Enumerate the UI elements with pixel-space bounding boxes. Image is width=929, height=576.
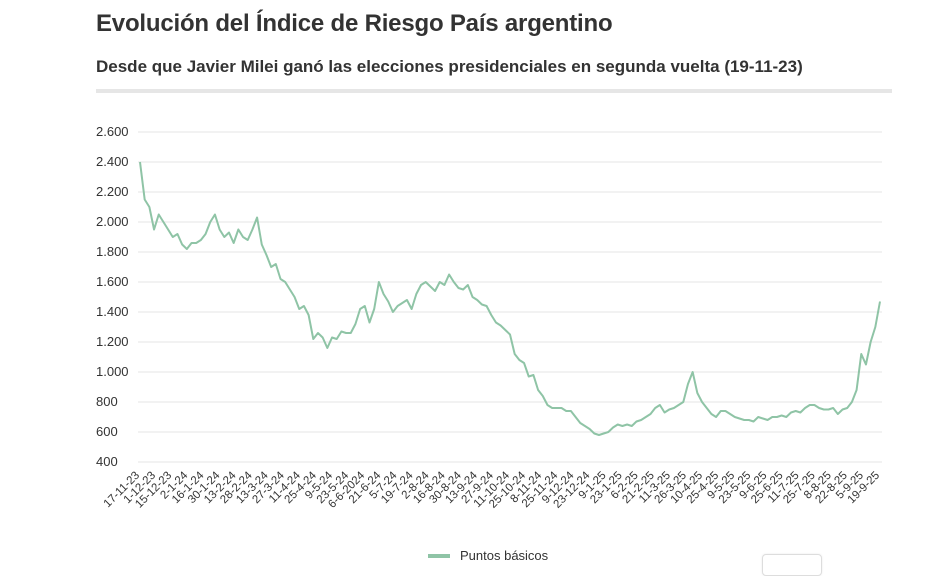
chart-title: Evolución del Índice de Riesgo País arge… (96, 10, 613, 37)
y-tick-label: 1.800 (96, 244, 129, 259)
y-tick-label: 2.200 (96, 184, 129, 199)
y-tick-label: 1.600 (96, 274, 129, 289)
y-tick-label: 2.600 (96, 124, 129, 139)
y-tick-label: 2.400 (96, 154, 129, 169)
legend-swatch (428, 553, 450, 558)
y-axis: 400 600 800 1.000 1.200 1.400 1.600 1.800 2.000 2… (96, 124, 129, 469)
series-layer (139, 161, 881, 436)
y-tick-label: 1.400 (96, 304, 129, 319)
y-tick-label: 1.000 (96, 364, 129, 379)
legend-label: Puntos básicos (460, 548, 549, 563)
legend[interactable]: Puntos básicos (428, 548, 548, 563)
x-axis: 17-11-231-12-2315-12-232-1-2416-1-2430-1… (102, 469, 882, 510)
grid-lines (138, 131, 882, 463)
series-line (139, 161, 881, 436)
menu-button[interactable] (762, 554, 822, 576)
y-tick-label: 2.000 (96, 214, 129, 229)
y-tick-label: 600 (96, 424, 118, 439)
title-divider (96, 89, 892, 93)
chart-subtitle: Desde que Javier Milei ganó las eleccion… (96, 57, 803, 76)
y-tick-label: 800 (96, 394, 118, 409)
y-tick-label: 1.200 (96, 334, 129, 349)
y-tick-label: 400 (96, 454, 118, 469)
